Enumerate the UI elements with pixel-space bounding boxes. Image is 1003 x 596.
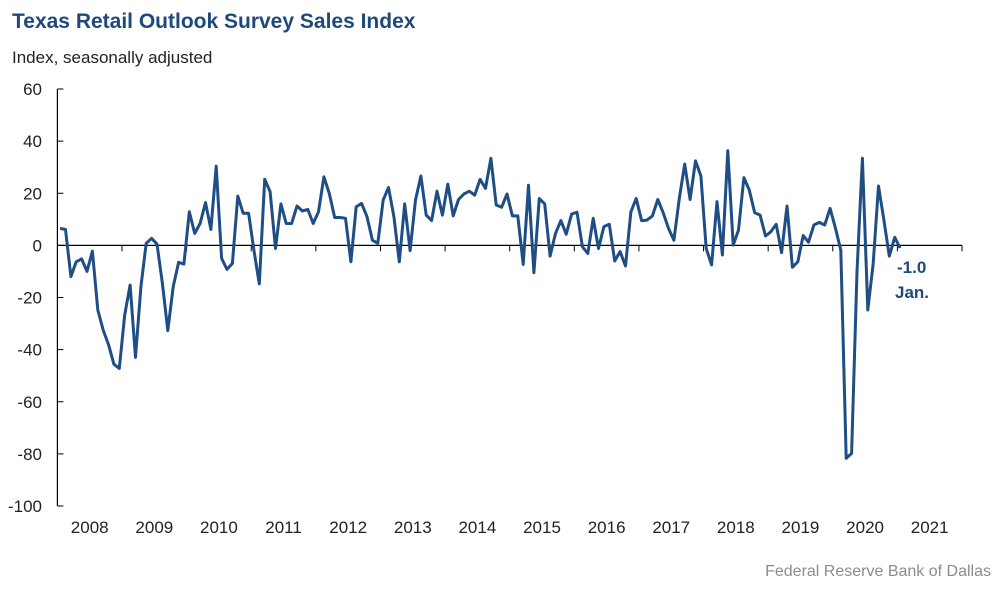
series-line-sales-index (59, 149, 902, 460)
y-tick-label: 20 (23, 184, 42, 203)
y-tick-label: 0 (33, 236, 42, 255)
x-tick-label: 2016 (588, 518, 626, 537)
x-tick-label: 2019 (782, 518, 820, 537)
y-tick-label: -100 (8, 497, 42, 516)
x-tick-label: 2018 (717, 518, 755, 537)
x-tick-label: 2017 (652, 518, 690, 537)
x-tick-label: 2013 (394, 518, 432, 537)
y-tick-label: -20 (17, 289, 42, 308)
y-tick-label: 40 (23, 132, 42, 151)
x-tick-label: 2020 (846, 518, 884, 537)
x-tick-label: 2012 (329, 518, 367, 537)
x-tick-label: 2008 (71, 518, 109, 537)
y-tick-label: -40 (17, 341, 42, 360)
axes (56, 88, 963, 507)
last-month-label: Jan. (895, 283, 929, 302)
x-tick-label: 2011 (265, 518, 302, 537)
x-tick-label: 2021 (911, 518, 949, 537)
y-tick-labels: 60 40 20 0 -20 -40 -60 -80 -100 (8, 80, 42, 516)
y-axis-label: Index, seasonally adjusted (12, 48, 213, 67)
y-tick-label: -80 (17, 445, 42, 464)
source-credit: Federal Reserve Bank of Dallas (765, 563, 991, 580)
chart-title: Texas Retail Outlook Survey Sales Index (12, 10, 416, 33)
x-tick-label: 2009 (135, 518, 173, 537)
y-tick-label: -60 (17, 393, 42, 412)
y-tick-label: 60 (23, 80, 42, 99)
x-tick-label: 2015 (523, 518, 561, 537)
x-tick-label: 2014 (458, 518, 496, 537)
x-tick-labels: 2008 2009 2010 2011 2012 2013 2014 2015 2016 2017… (71, 518, 949, 537)
x-tick-label: 2010 (200, 518, 238, 537)
last-value-label: -1.0 (897, 258, 926, 277)
